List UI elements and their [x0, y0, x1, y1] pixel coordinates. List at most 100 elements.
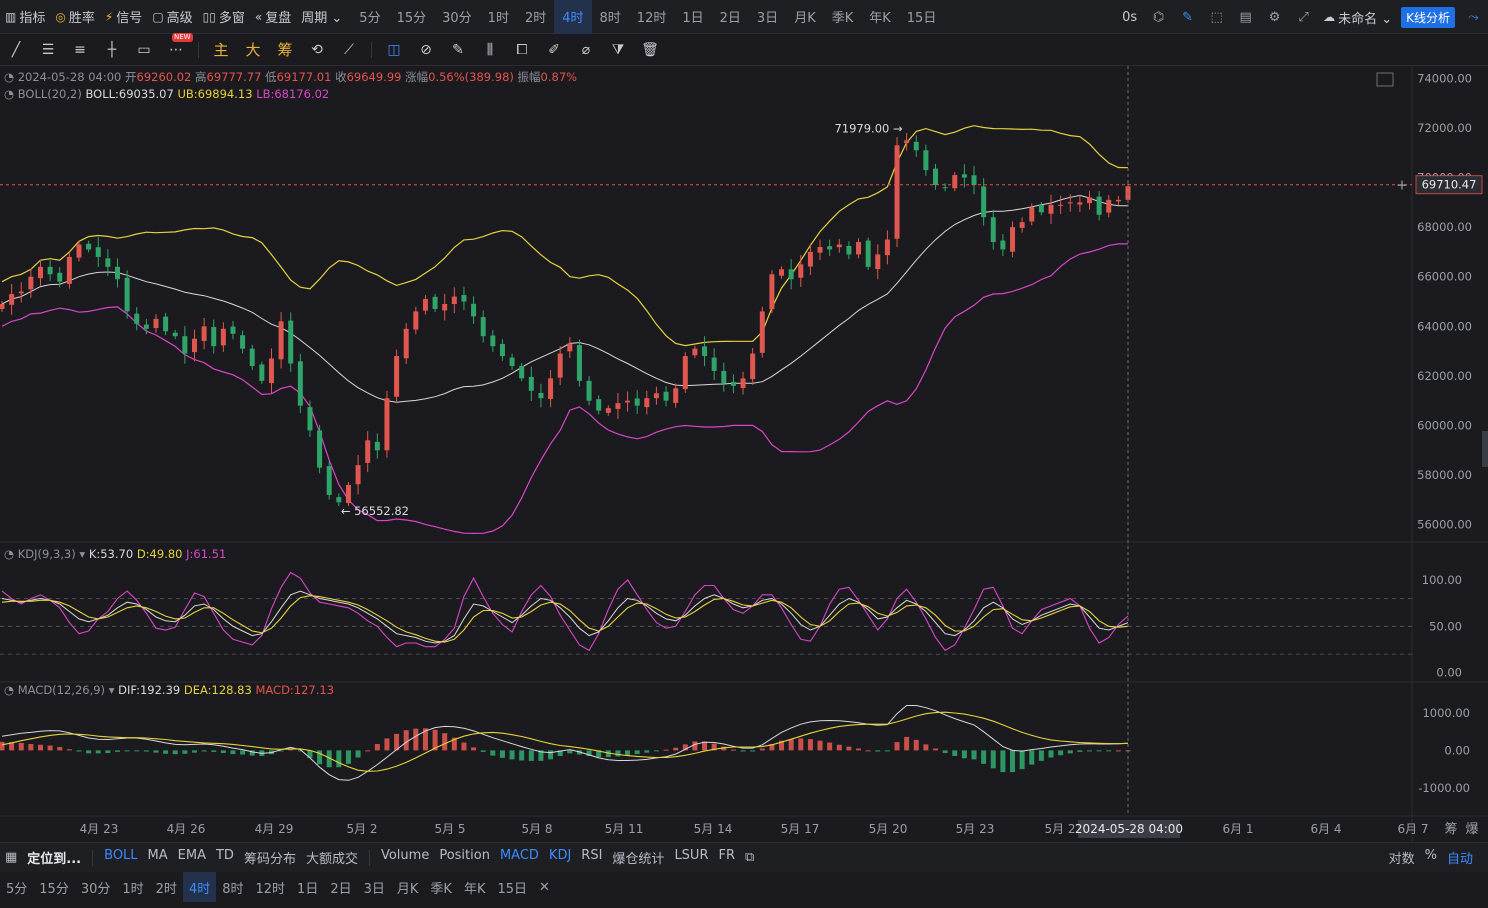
macd-dropdown-icon[interactable]: ▾	[108, 683, 115, 697]
scale-option[interactable]: 自动	[1446, 852, 1473, 867]
draw-tool-b6[interactable]: ⌀	[581, 41, 591, 58]
period-tab[interactable]: 季K	[831, 11, 854, 26]
toolbar-item-4[interactable]: ▯▯ 多窗	[198, 0, 250, 34]
macd-name[interactable]: MACD(12,26,9)	[17, 683, 106, 697]
kdj-bell-icon[interactable]: ◔	[4, 547, 15, 561]
draw-tool-0[interactable]: ╱	[11, 41, 21, 58]
period-tab[interactable]: 8时	[599, 11, 621, 26]
edit-indicator-icon[interactable]: ⧉	[745, 850, 755, 865]
bottom-period-tab[interactable]: 30分	[80, 881, 111, 897]
bottom-period-tab[interactable]: 15日	[497, 881, 528, 897]
overlay-tool[interactable]: 筹	[277, 41, 293, 59]
toolbar-item-1[interactable]: ◎ 胜率	[50, 0, 100, 34]
main-indicator[interactable]: 筹码分布	[243, 852, 296, 867]
sub-indicator[interactable]: Position	[439, 848, 490, 863]
main-indicator[interactable]: MA	[147, 848, 168, 863]
draw-tool-1[interactable]: ☰	[41, 41, 55, 58]
toolbar-item-0[interactable]: ▥ 指标	[0, 0, 50, 34]
bottom-period-tab[interactable]: 季K	[430, 881, 452, 897]
share-icon[interactable]: ⤳	[1468, 9, 1479, 25]
locate-button[interactable]: 定位到...	[27, 852, 82, 867]
fullscreen-icon[interactable]: ⤢	[1298, 9, 1309, 25]
main-indicator[interactable]: EMA	[177, 848, 206, 863]
draw-tool-4[interactable]: ▭	[137, 41, 151, 58]
period-tab[interactable]: 3日	[756, 11, 779, 26]
draw-tool-b1[interactable]: ⊘	[420, 41, 432, 58]
bottom-period-tab[interactable]: 3日	[363, 881, 385, 897]
layout-icon[interactable]: ⬚	[1210, 9, 1223, 25]
draw-tool-b7[interactable]: ⧩	[611, 41, 625, 58]
period-tab[interactable]: 2日	[719, 11, 741, 26]
kdj-name[interactable]: KDJ(9,3,3)	[17, 547, 76, 561]
draw-tool-b5[interactable]: ✐	[548, 41, 560, 58]
overlay-tool[interactable]: 主	[213, 41, 229, 59]
close-icon[interactable]: ✕	[539, 879, 550, 895]
bottom-period-tab[interactable]: 月K	[396, 881, 419, 897]
bottom-period-tab[interactable]: 1日	[297, 881, 319, 897]
period-tab[interactable]: 12时	[636, 11, 667, 26]
boll-bell-icon[interactable]: ◔	[4, 87, 15, 101]
period-tab[interactable]: 1时	[487, 11, 509, 26]
bottom-period-tab[interactable]: 4时	[182, 872, 217, 902]
period-tab[interactable]: 年K	[869, 11, 891, 26]
toolbar-item-5[interactable]: «复盘	[250, 0, 296, 34]
macd-bell-icon[interactable]: ◔	[4, 683, 15, 697]
sub-indicator[interactable]: FR	[718, 848, 735, 863]
draw-tool-b4[interactable]: ⧠	[516, 41, 528, 58]
bottom-period-tab[interactable]: 8时	[222, 881, 244, 897]
pen-icon[interactable]: ✎	[1182, 9, 1194, 25]
gear-icon[interactable]: ⚙	[1268, 9, 1281, 25]
draw-tool-3[interactable]: ┼	[107, 41, 117, 58]
draw-tool-b2[interactable]: ✎	[452, 41, 464, 58]
sub-indicator[interactable]: LSUR	[674, 848, 709, 863]
bottom-period-tab[interactable]: 15分	[39, 881, 69, 897]
main-indicator[interactable]: BOLL	[104, 848, 138, 863]
bottom-period-tab[interactable]: 1时	[122, 881, 144, 897]
period-tab[interactable]: 4时	[554, 0, 592, 34]
bottom-period-tab[interactable]: 2日	[330, 881, 352, 897]
bottom-period-tab[interactable]: 5分	[6, 881, 28, 897]
sub-indicator[interactable]: KDJ	[548, 848, 572, 863]
boll-name[interactable]: BOLL(20,2)	[17, 87, 82, 101]
macd-histogram-bar	[807, 739, 813, 751]
main-indicator[interactable]: 大额成交	[305, 852, 358, 867]
sub-indicator[interactable]: MACD	[499, 848, 539, 863]
main-indicator[interactable]: TD	[215, 848, 234, 863]
bottom-period-tab[interactable]: 年K	[463, 881, 486, 897]
chart-area[interactable]: 74000.0072000.0070000.0068000.0066000.00…	[0, 66, 1488, 842]
period-tab[interactable]: 1日	[682, 11, 704, 26]
kline-analysis-button[interactable]: K线分析	[1401, 6, 1455, 28]
period-tab[interactable]: 30分	[442, 11, 472, 26]
bottom-period-tab[interactable]: 2时	[155, 881, 177, 897]
bottom-period-tab[interactable]: 12时	[255, 881, 286, 897]
sub-indicator[interactable]: RSI	[581, 848, 603, 863]
sub-indicator[interactable]: Volume	[380, 848, 430, 863]
chart-name-dropdown[interactable]: ☁ 未命名 ⌄	[1318, 0, 1397, 34]
draw-tool-extra[interactable]: ⟲	[311, 41, 323, 58]
period-tab[interactable]: 2时	[524, 11, 547, 26]
macd-histogram-bar	[1077, 750, 1083, 752]
template-icon[interactable]: ▤	[1239, 9, 1252, 25]
draw-tool-2[interactable]: ≡	[74, 41, 86, 58]
toolbar-item-2[interactable]: ⚡ 信号	[100, 0, 147, 34]
period-tab[interactable]: 月K	[794, 11, 816, 26]
camera-icon[interactable]: ⌬	[1152, 9, 1165, 25]
period-tab[interactable]: 15日	[906, 11, 937, 26]
toolbar-item-3[interactable]: ▢ 高级	[147, 0, 197, 34]
kdj-dropdown-icon[interactable]: ▾	[79, 547, 86, 561]
overlay-tool[interactable]: 大	[245, 41, 261, 59]
draw-tool-5[interactable]: ⋯ NEW	[169, 32, 193, 58]
locate-icon[interactable]: ▦	[5, 850, 18, 865]
draw-tool-b3[interactable]: ⫼	[486, 41, 494, 58]
scale-option[interactable]: %	[1424, 848, 1437, 863]
kline-chart[interactable]: 74000.0072000.0070000.0068000.0066000.00…	[0, 66, 1488, 842]
info-bell-icon[interactable]: ◔	[4, 70, 15, 84]
draw-tool-extra[interactable]: ⟋	[344, 41, 354, 58]
sub-indicator[interactable]: 爆仓统计	[612, 852, 665, 867]
toolbar-item-6[interactable]: 周期 ⌄	[296, 0, 347, 34]
scale-option[interactable]: 对数	[1388, 852, 1415, 867]
draw-tool-b0[interactable]: ◫	[387, 41, 401, 58]
period-tab[interactable]: 5分	[359, 11, 381, 26]
draw-tool-b8[interactable]: 🗑	[641, 41, 659, 58]
period-tab[interactable]: 15分	[396, 11, 427, 26]
